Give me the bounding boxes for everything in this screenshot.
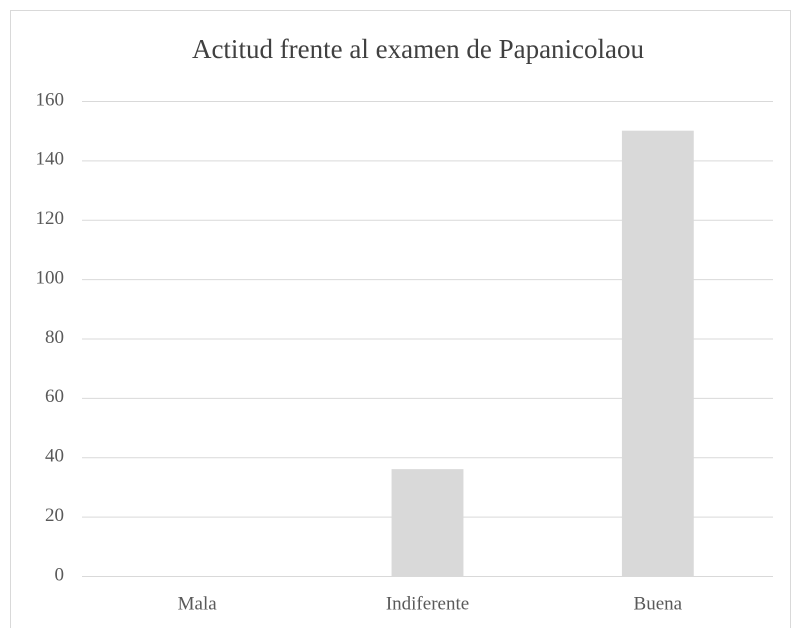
y-tick-label: 100	[36, 267, 65, 288]
y-tick-label: 60	[45, 386, 64, 407]
x-tick-label: Indiferente	[386, 593, 469, 614]
chart-border	[10, 10, 791, 628]
y-tick-label: 140	[36, 149, 65, 170]
y-tick-label: 120	[36, 208, 65, 229]
y-tick-label: 20	[45, 505, 64, 526]
x-tick-label: Buena	[634, 593, 683, 614]
bar	[391, 469, 464, 576]
y-tick-label: 80	[45, 327, 64, 348]
chart-title: Actitud frente al examen de Papanicolaou	[192, 34, 645, 64]
bar	[621, 130, 694, 576]
y-tick-label: 40	[45, 446, 64, 467]
y-tick-label: 160	[36, 89, 65, 110]
x-tick-label: Mala	[178, 593, 218, 614]
y-tick-label: 0	[55, 564, 65, 585]
